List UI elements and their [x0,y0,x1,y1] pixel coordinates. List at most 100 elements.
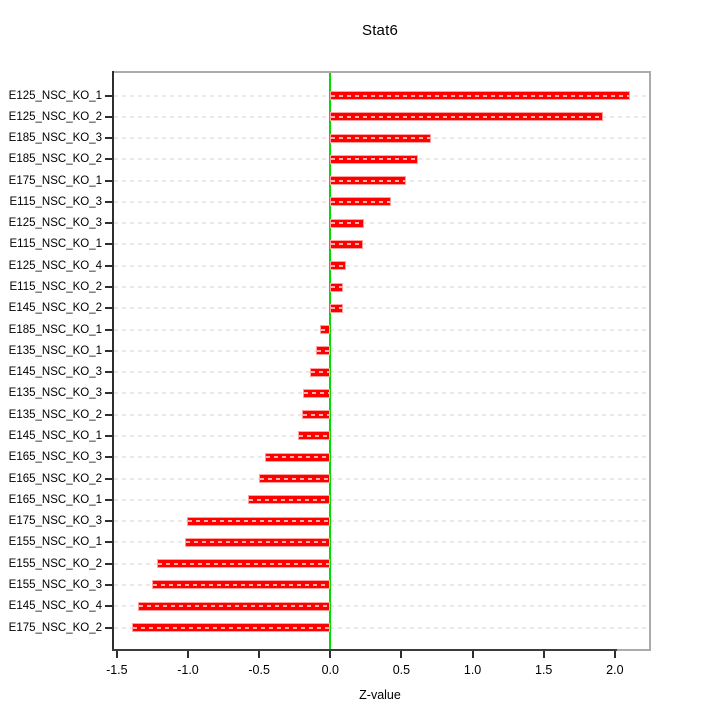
y-axis-label: E135_NSC_KO_1 [8,344,102,357]
bar-grid-dash-overlay [304,392,330,395]
x-axis-tick [186,651,189,658]
gridline [114,371,649,374]
bar-grid-dash-overlay [331,179,405,182]
bar-grid-dash-overlay [298,434,330,437]
bar-grid-dash-overlay [311,371,330,374]
y-axis-tick [105,243,112,246]
bar-grid-dash-overlay [153,583,330,586]
x-axis-tick-label: -1.0 [177,663,199,677]
bar-grid-dash-overlay [331,158,418,161]
gridline [114,286,649,289]
bar [330,261,346,271]
gridline [114,264,649,267]
y-axis-tick [105,137,112,140]
gridline [114,520,649,523]
x-axis-tick [613,651,616,658]
y-axis-label: E185_NSC_KO_3 [8,132,102,145]
bar [330,282,344,292]
y-axis-label: E145_NSC_KO_2 [8,302,102,315]
bar-grid-dash-overlay [331,115,603,118]
y-axis-tick [105,307,112,310]
y-axis-label: E135_NSC_KO_2 [8,408,102,421]
bar [264,452,331,462]
y-axis-tick [105,541,112,544]
y-axis-label: E135_NSC_KO_3 [8,387,102,400]
bar-grid-dash-overlay [331,264,345,267]
y-axis-tick [105,456,112,459]
y-axis-label: E155_NSC_KO_1 [8,536,102,549]
y-axis-tick [105,222,112,225]
bar [330,154,419,164]
y-axis-label: E125_NSC_KO_2 [8,110,102,123]
y-axis-label: E115_NSC_KO_2 [9,281,102,294]
y-axis-tick [105,392,112,395]
y-axis-label: E155_NSC_KO_2 [8,557,102,570]
bar [138,601,331,611]
y-axis-tick [105,434,112,437]
bar [310,367,331,377]
zero-reference-line [329,73,332,649]
bar-grid-dash-overlay [317,349,330,352]
gridline [114,328,649,331]
y-axis-label: E185_NSC_KO_2 [8,153,102,166]
y-axis-label: E155_NSC_KO_3 [8,578,102,591]
gridline [114,434,649,437]
bar-grid-dash-overlay [187,520,330,523]
y-axis-tick [105,200,112,203]
y-axis-tick [105,413,112,416]
bar-grid-dash-overlay [139,605,330,608]
y-axis-tick [105,264,112,267]
x-axis-tick [115,651,118,658]
gridline [114,349,649,352]
gridline [114,413,649,416]
y-axis-tick [105,520,112,523]
gridline [114,498,649,501]
x-axis-title: Z-value [359,688,401,702]
y-axis-label: E145_NSC_KO_3 [8,366,102,379]
bar [186,516,331,526]
y-axis-tick [105,477,112,480]
y-axis-label: E165_NSC_KO_3 [8,451,102,464]
y-axis-label: E175_NSC_KO_3 [8,515,102,528]
bar [330,176,406,186]
bar-grid-dash-overlay [265,456,330,459]
x-axis-tick [258,651,261,658]
gridline [114,562,649,565]
y-axis-line [112,71,114,651]
bar [132,623,331,632]
bar-grid-dash-overlay [331,307,343,310]
y-axis-label: E165_NSC_KO_1 [8,493,102,506]
gridline [114,243,649,246]
y-axis-label: E165_NSC_KO_2 [8,472,102,485]
bar [152,580,331,590]
x-axis-line [112,649,617,651]
gridline [114,605,649,608]
y-axis-label: E115_NSC_KO_1 [9,238,102,251]
y-axis-tick [105,498,112,501]
x-axis-tick [542,651,545,658]
bar-grid-dash-overlay [248,498,330,501]
x-axis-tick-label: 0.0 [321,663,339,677]
y-axis-label: E125_NSC_KO_1 [8,89,102,102]
bar-grid-dash-overlay [331,286,343,289]
x-axis-tick [400,651,403,658]
y-axis-tick [105,349,112,352]
bar-grid-dash-overlay [157,562,330,565]
bar [316,346,331,356]
bar-grid-dash-overlay [321,328,330,331]
y-axis-label: E125_NSC_KO_3 [8,217,102,230]
plot-area: E125_NSC_KO_1 E125_NSC_KO_2 E185_NSC_KO_3 E… [9,71,651,677]
y-axis-tick [105,328,112,331]
bar-grid-dash-overlay [331,243,362,246]
gridline [114,541,649,544]
y-axis-tick [105,179,112,182]
bar-grid-dash-overlay [133,626,330,629]
y-axis-tick [105,562,112,565]
chart-title: Stat6 [361,22,399,39]
y-axis-tick [105,371,112,374]
bar-grid-dash-overlay [302,413,330,416]
bar [330,303,344,313]
bar-grid-dash-overlay [260,477,330,480]
x-axis-tick-label: -0.5 [248,663,270,677]
y-axis-tick [105,286,112,289]
